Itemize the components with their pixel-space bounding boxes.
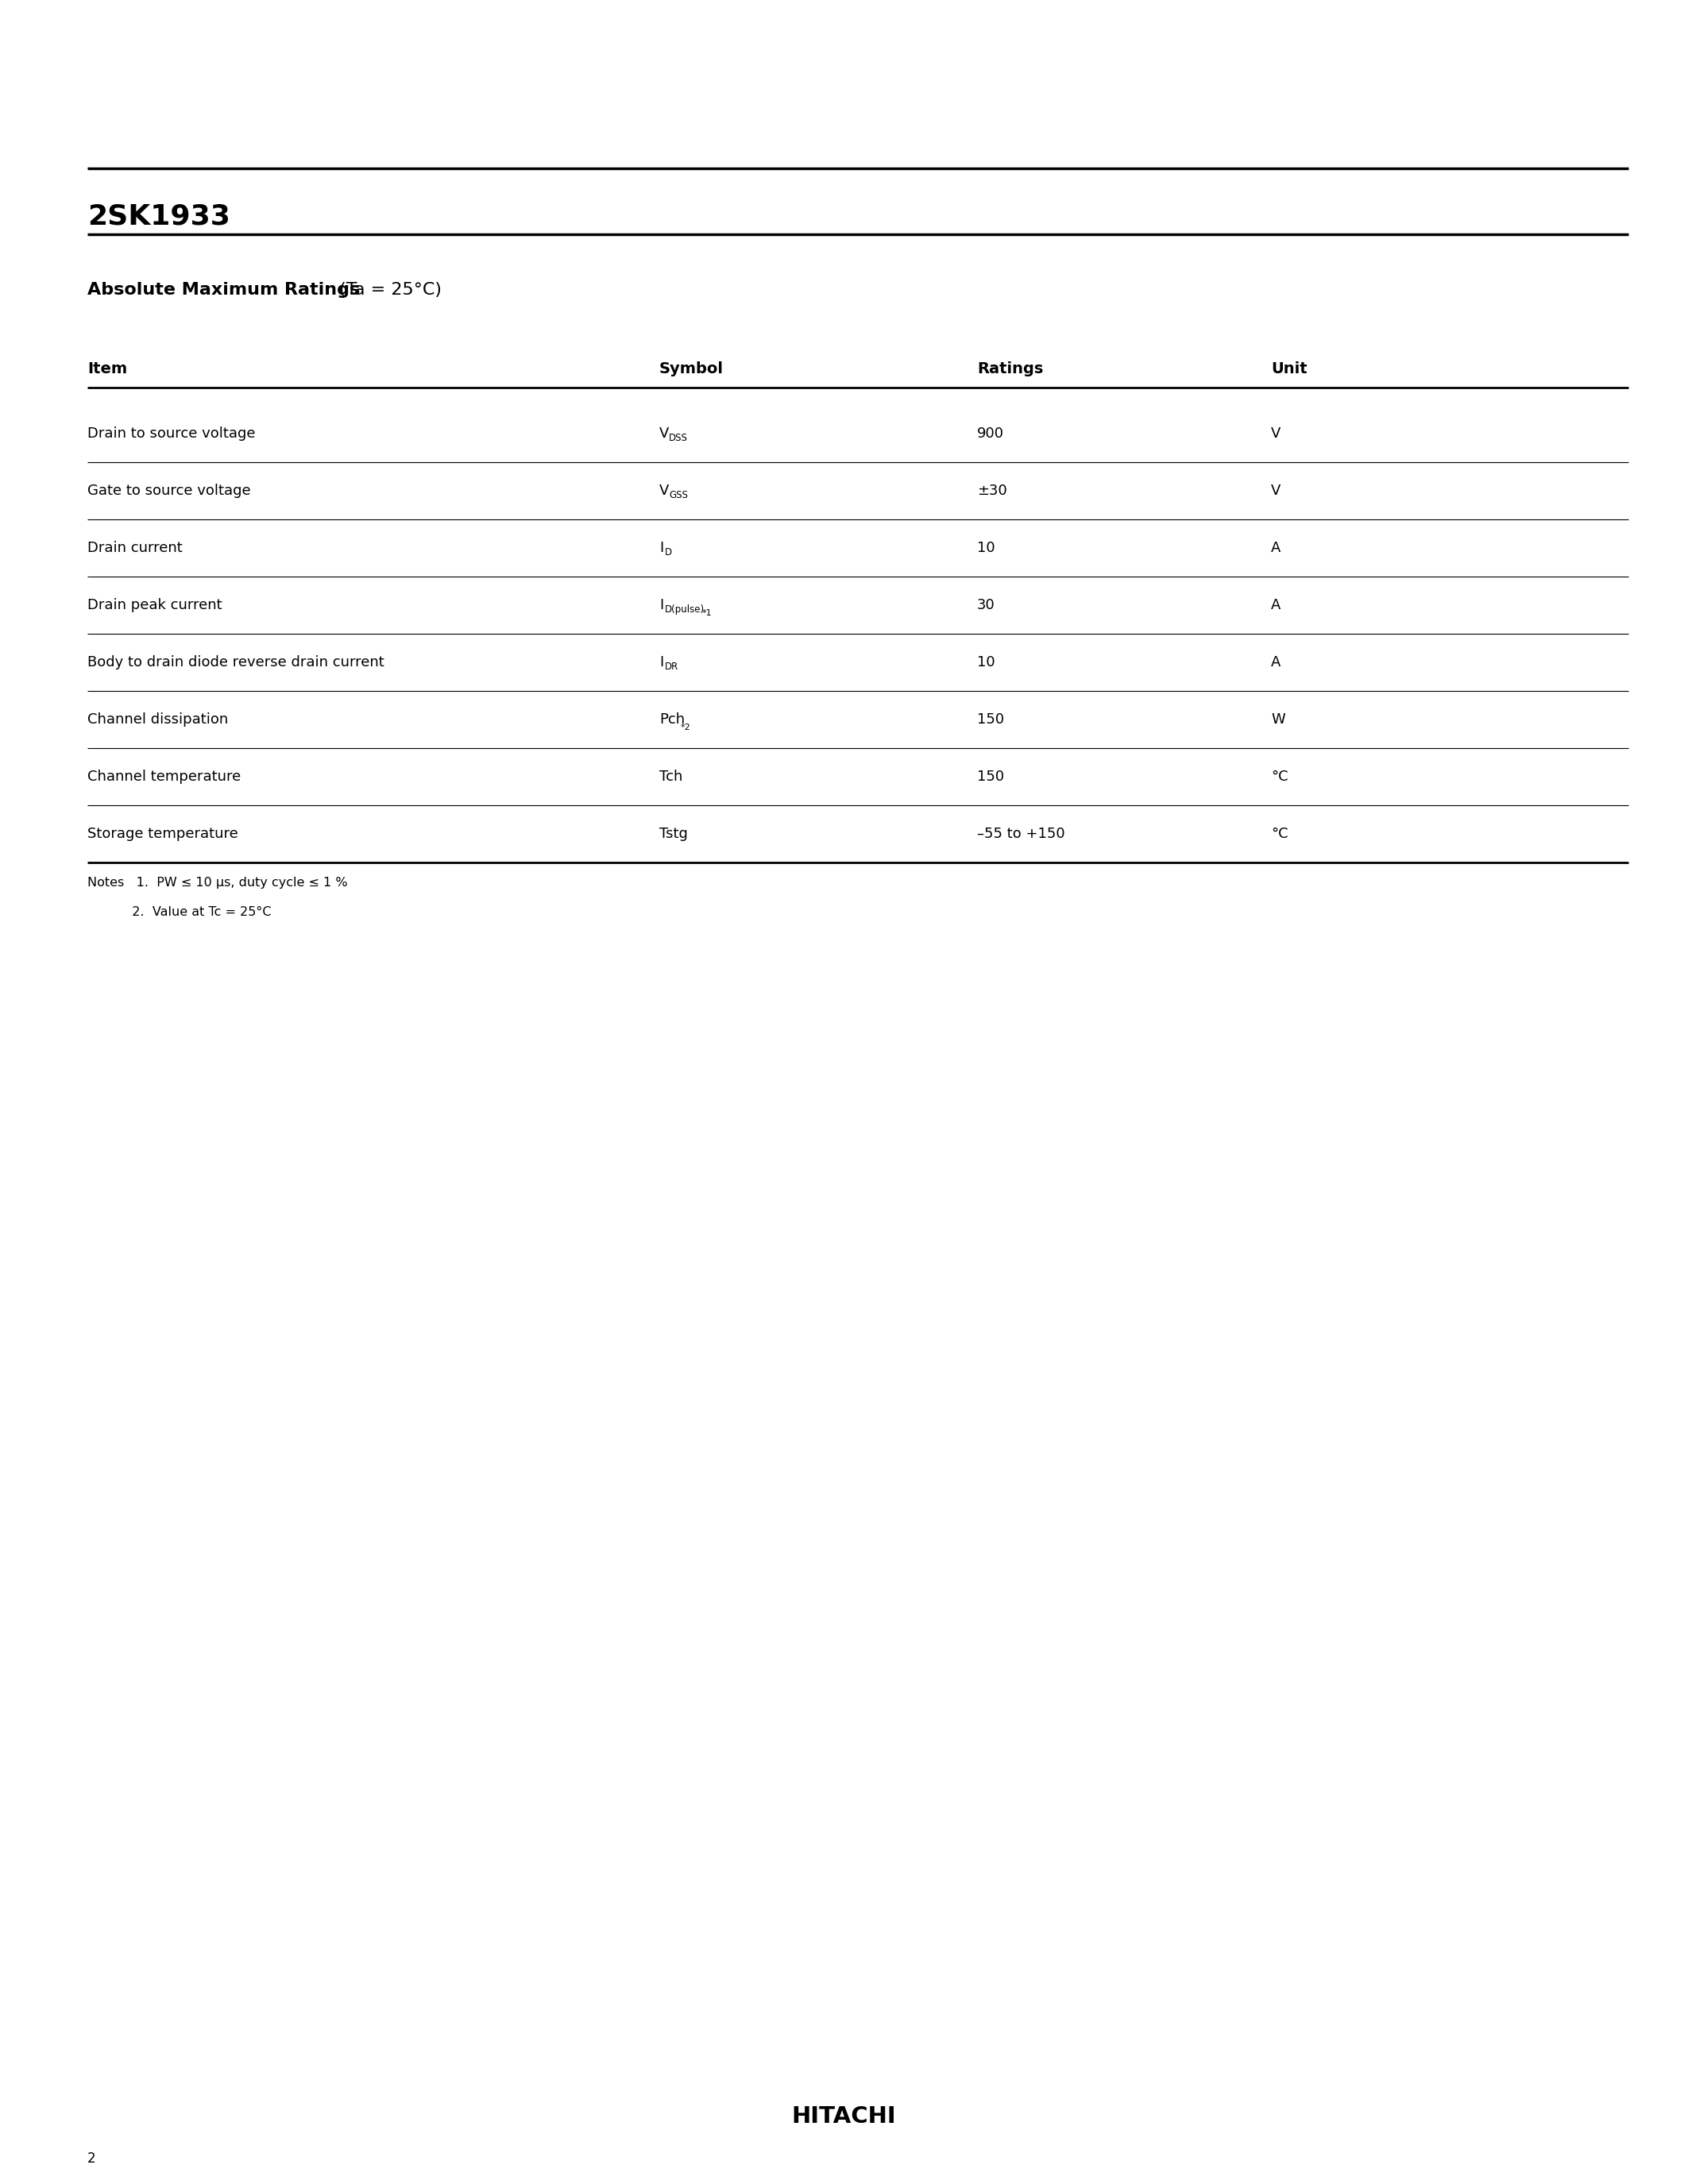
Text: GSS: GSS [668,489,687,500]
Text: A: A [1271,655,1281,670]
Text: *1: *1 [702,609,712,618]
Text: 900: 900 [977,426,1004,441]
Text: D(pulse): D(pulse) [665,605,704,614]
Text: Drain peak current: Drain peak current [88,598,223,612]
Text: *2: *2 [680,723,690,732]
Text: Storage temperature: Storage temperature [88,828,238,841]
Text: 10: 10 [977,655,994,670]
Text: Channel temperature: Channel temperature [88,769,241,784]
Text: Ratings: Ratings [977,360,1043,376]
Text: W: W [1271,712,1285,727]
Text: V: V [1271,426,1281,441]
Text: Pch: Pch [660,712,685,727]
Text: Gate to source voltage: Gate to source voltage [88,483,252,498]
Text: A: A [1271,598,1281,612]
Text: DSS: DSS [668,432,687,443]
Text: V: V [660,426,668,441]
Text: Tch: Tch [660,769,682,784]
Text: V: V [660,483,668,498]
Text: Drain to source voltage: Drain to source voltage [88,426,255,441]
Text: 10: 10 [977,542,994,555]
Text: °C: °C [1271,769,1288,784]
Text: 2.  Value at Tc = 25°C: 2. Value at Tc = 25°C [88,906,272,917]
Text: Tstg: Tstg [660,828,687,841]
Text: Channel dissipation: Channel dissipation [88,712,228,727]
Text: ±30: ±30 [977,483,1008,498]
Text: Notes   1.  PW ≤ 10 μs, duty cycle ≤ 1 %: Notes 1. PW ≤ 10 μs, duty cycle ≤ 1 % [88,876,348,889]
Text: 30: 30 [977,598,996,612]
Text: Drain current: Drain current [88,542,182,555]
Text: 150: 150 [977,712,1004,727]
Text: –55 to +150: –55 to +150 [977,828,1065,841]
Text: HITACHI: HITACHI [792,2105,896,2127]
Text: (Ta = 25°C): (Ta = 25°C) [334,282,442,297]
Text: 2: 2 [88,2151,96,2167]
Text: Item: Item [88,360,127,376]
Text: 150: 150 [977,769,1004,784]
Text: Symbol: Symbol [660,360,724,376]
Text: Body to drain diode reverse drain current: Body to drain diode reverse drain curren… [88,655,385,670]
Text: A: A [1271,542,1281,555]
Text: I: I [660,598,663,612]
Text: Absolute Maximum Ratings: Absolute Maximum Ratings [88,282,360,297]
Text: 2SK1933: 2SK1933 [88,203,230,229]
Text: °C: °C [1271,828,1288,841]
Text: DR: DR [665,662,679,670]
Text: V: V [1271,483,1281,498]
Text: Unit: Unit [1271,360,1307,376]
Text: I: I [660,542,663,555]
Text: I: I [660,655,663,670]
Text: D: D [665,546,672,557]
